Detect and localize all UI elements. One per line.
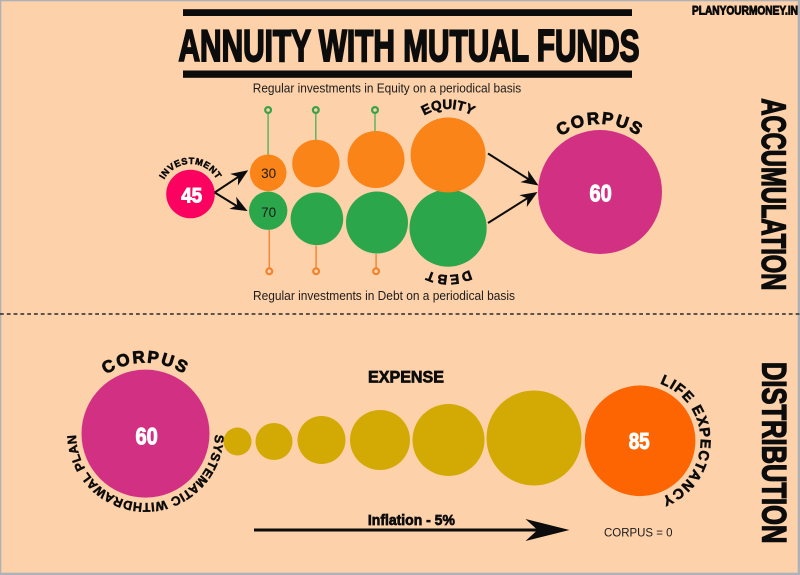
svg-text:30: 30 [261,166,276,181]
svg-text:Regular investments in Equity: Regular investments in Equity on a perio… [253,80,522,95]
svg-text:ANNUITY WITH MUTUAL FUNDS: ANNUITY WITH MUTUAL FUNDS [179,22,640,71]
svg-text:EQUITY: EQUITY [419,97,477,118]
svg-text:85: 85 [629,428,650,454]
svg-text:ACCUMULATION: ACCUMULATION [754,98,792,290]
svg-text:CORPUS = 0: CORPUS = 0 [604,526,673,540]
svg-text:EXPENSE: EXPENSE [368,368,444,386]
svg-text:Inflation - 5%: Inflation - 5% [368,512,455,529]
svg-text:DISTRIBUTION: DISTRIBUTION [754,362,792,543]
svg-text:60: 60 [589,180,611,207]
svg-text:70: 70 [261,205,276,220]
svg-text:PLANYOURMONEY.IN: PLANYOURMONEY.IN [692,4,798,18]
svg-text:45: 45 [181,184,202,208]
svg-text:Regular investments in Debt on: Regular investments in Debt on a periodi… [253,288,515,303]
svg-text:60: 60 [135,423,157,450]
